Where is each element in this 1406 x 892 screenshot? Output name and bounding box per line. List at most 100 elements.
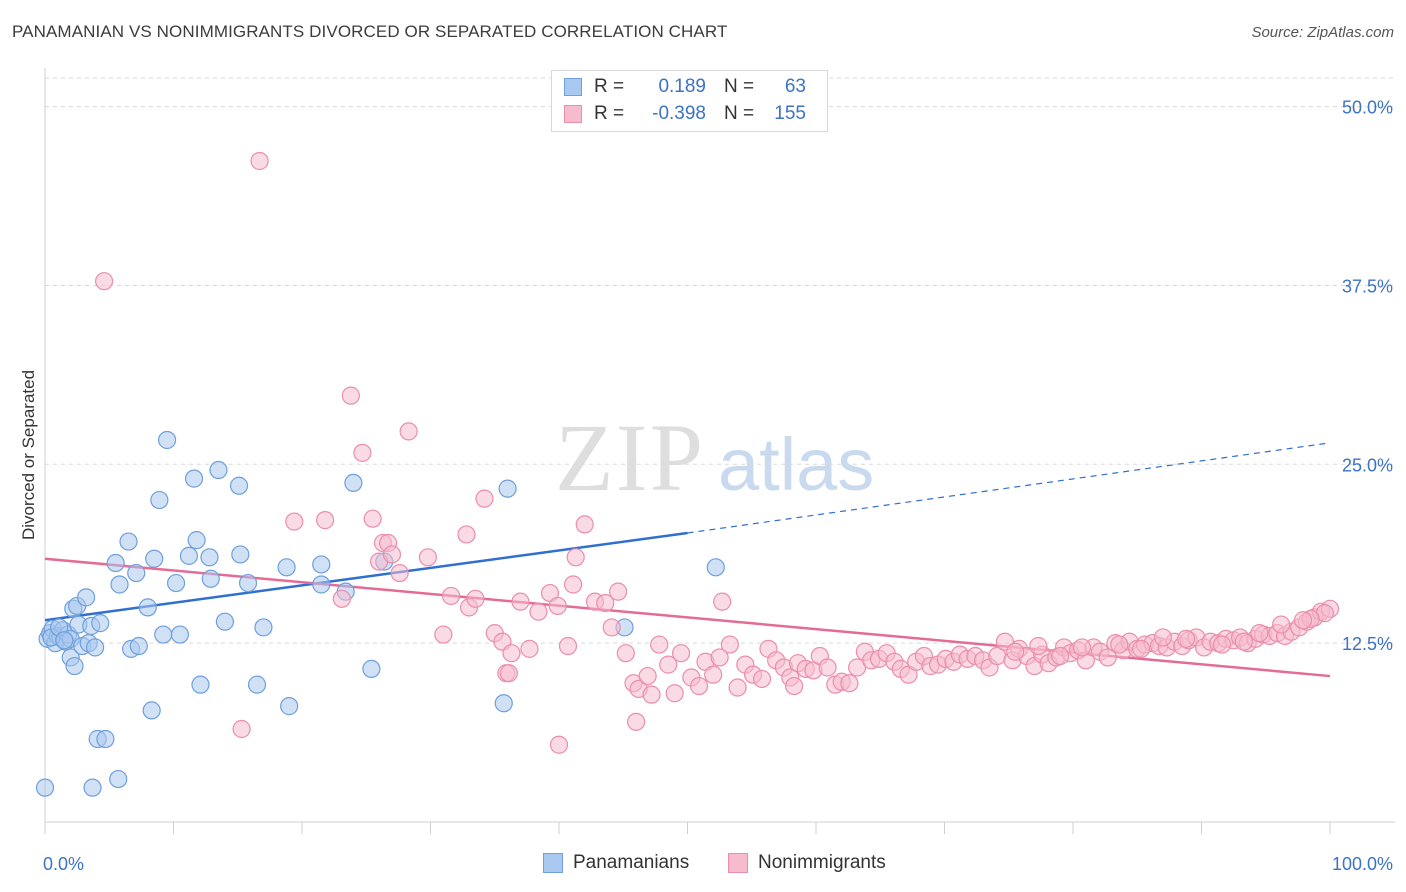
panamanian-point [83,778,102,797]
x-tick-label: 0.0% [43,854,84,874]
legend-row-panamanians: R = 0.189 N = 63 [564,75,806,99]
nonimmigrant-point [659,655,678,674]
nonimmigrant-point [511,592,530,611]
panamanian-point [129,636,148,656]
nonimmigrant-point [638,666,657,686]
nonimmigrant-point [1234,632,1254,651]
legend-n-value: 155 [774,103,806,124]
chart-title: PANAMANIAN VS NONIMMIGRANTS DIVORCED OR … [12,22,728,41]
panamanian-point [312,575,331,594]
legend-row-nonimmigrants: R = -0.398 N = 155 [564,102,806,126]
nonimmigrant-point [549,735,569,754]
panamanian-point [127,563,146,583]
legend-r-label: R = [594,76,625,97]
panamanian-point [86,638,105,657]
panamanian-point [96,729,115,749]
panamanian-point [312,555,331,574]
panamanian-point [229,476,249,495]
panamanian-point [55,631,74,650]
panamanian-point [238,573,258,593]
nonimmigrant-point [520,639,539,658]
legend-n-value: 63 [784,76,806,97]
panamanian-point [362,659,381,679]
nonimmigrant-point [95,272,114,291]
legend-n-label: N = [724,76,755,97]
nonimmigrant-point [564,575,583,594]
panamanian-point [344,473,363,493]
nonimmigrant-point [466,589,485,608]
nonimmigrant-point [616,644,635,663]
nonimmigrant-point [390,563,409,583]
panamanian-point [145,549,164,568]
panamanian-point [187,531,206,550]
legend-r-label: R = [594,103,625,124]
nonimmigrant-point [689,676,709,696]
nonimmigrant-point [1272,615,1291,634]
panamanian-point [200,548,219,567]
nonimmigrant-point [665,684,684,703]
nonimmigrant-point [316,511,335,530]
panamanian-point [138,598,157,617]
legend-item-panamanians: Panamanians [543,852,689,874]
nonimmigrant-point [1176,629,1196,648]
nonimmigrant-point [558,636,578,656]
nonimmigrant-point [710,648,729,667]
legend-n-label: N = [724,103,755,124]
panamanian-point [109,769,128,789]
panamanian-point [91,614,110,633]
legend-item-nonimmigrants: Nonimmigrants [728,852,886,874]
panamanian-point [110,575,129,594]
nonimmigrant-point [399,422,418,441]
panamanian-point [166,573,186,593]
nonimmigrant-point [566,548,585,567]
nonimmigrant-point [1006,642,1025,661]
panamanian-point [179,546,199,565]
nonimmigrant-point [818,658,837,677]
watermark-zip: ZIP [555,404,705,511]
panamanian-point [119,532,138,551]
nonimmigrant-point [728,678,747,697]
source-label: Source: ZipAtlas.com [1251,24,1394,41]
y-tick-label: 12.5% [1342,634,1393,654]
panamanian-point [106,553,125,573]
nonimmigrant-point [713,592,732,611]
nonimmigrant-point [457,525,476,544]
y-tick-label: 50.0% [1342,98,1393,118]
legend-label-nonimmigrants: Nonimmigrants [758,852,886,873]
nonimmigrant-point [650,635,669,654]
nonimmigrant-point [848,658,867,677]
nonimmigrant-point [434,625,453,644]
nonimmigrant-point [441,586,461,606]
nonimmigrant-point [752,669,772,689]
panamanian-point [201,569,220,588]
panamanian-point [277,558,296,577]
nonimmigrant-point [1098,648,1117,667]
nonimmigrant-point [609,582,628,601]
nonimmigrant-point [502,644,521,663]
panamanian-point [215,612,234,631]
nonimmigrant-point [363,509,382,528]
panamanian-point [150,490,169,510]
nonimmigrant-point [840,674,859,693]
nonimmigrant-point [250,151,269,171]
nonimmigrant-point [418,548,438,567]
nonimmigrant-point [720,635,740,654]
nonimmigrant-point [785,676,804,696]
panamanian-point [706,558,725,577]
stats-legend: R = 0.189 N = 63 R = -0.398 N = 155 [551,70,828,132]
panamanian-point [280,697,299,716]
y-axis-label: Divorced or Separated [19,370,38,540]
nonimmigrant-point [499,664,518,683]
series-legend: Panamanians Nonimmigrants [0,852,1406,878]
panamanian-point [154,625,173,644]
legend-swatch-pink [564,105,582,123]
axes [44,68,1395,834]
nonimmigrant-point [285,512,304,531]
legend-r-value: -0.398 [652,103,706,124]
nonimmigrant-point [1153,628,1173,647]
panamanian-point [209,460,228,480]
panamanian-point [231,545,250,564]
nonimmigrant-point [1293,611,1313,630]
panamanian-point [77,588,96,607]
